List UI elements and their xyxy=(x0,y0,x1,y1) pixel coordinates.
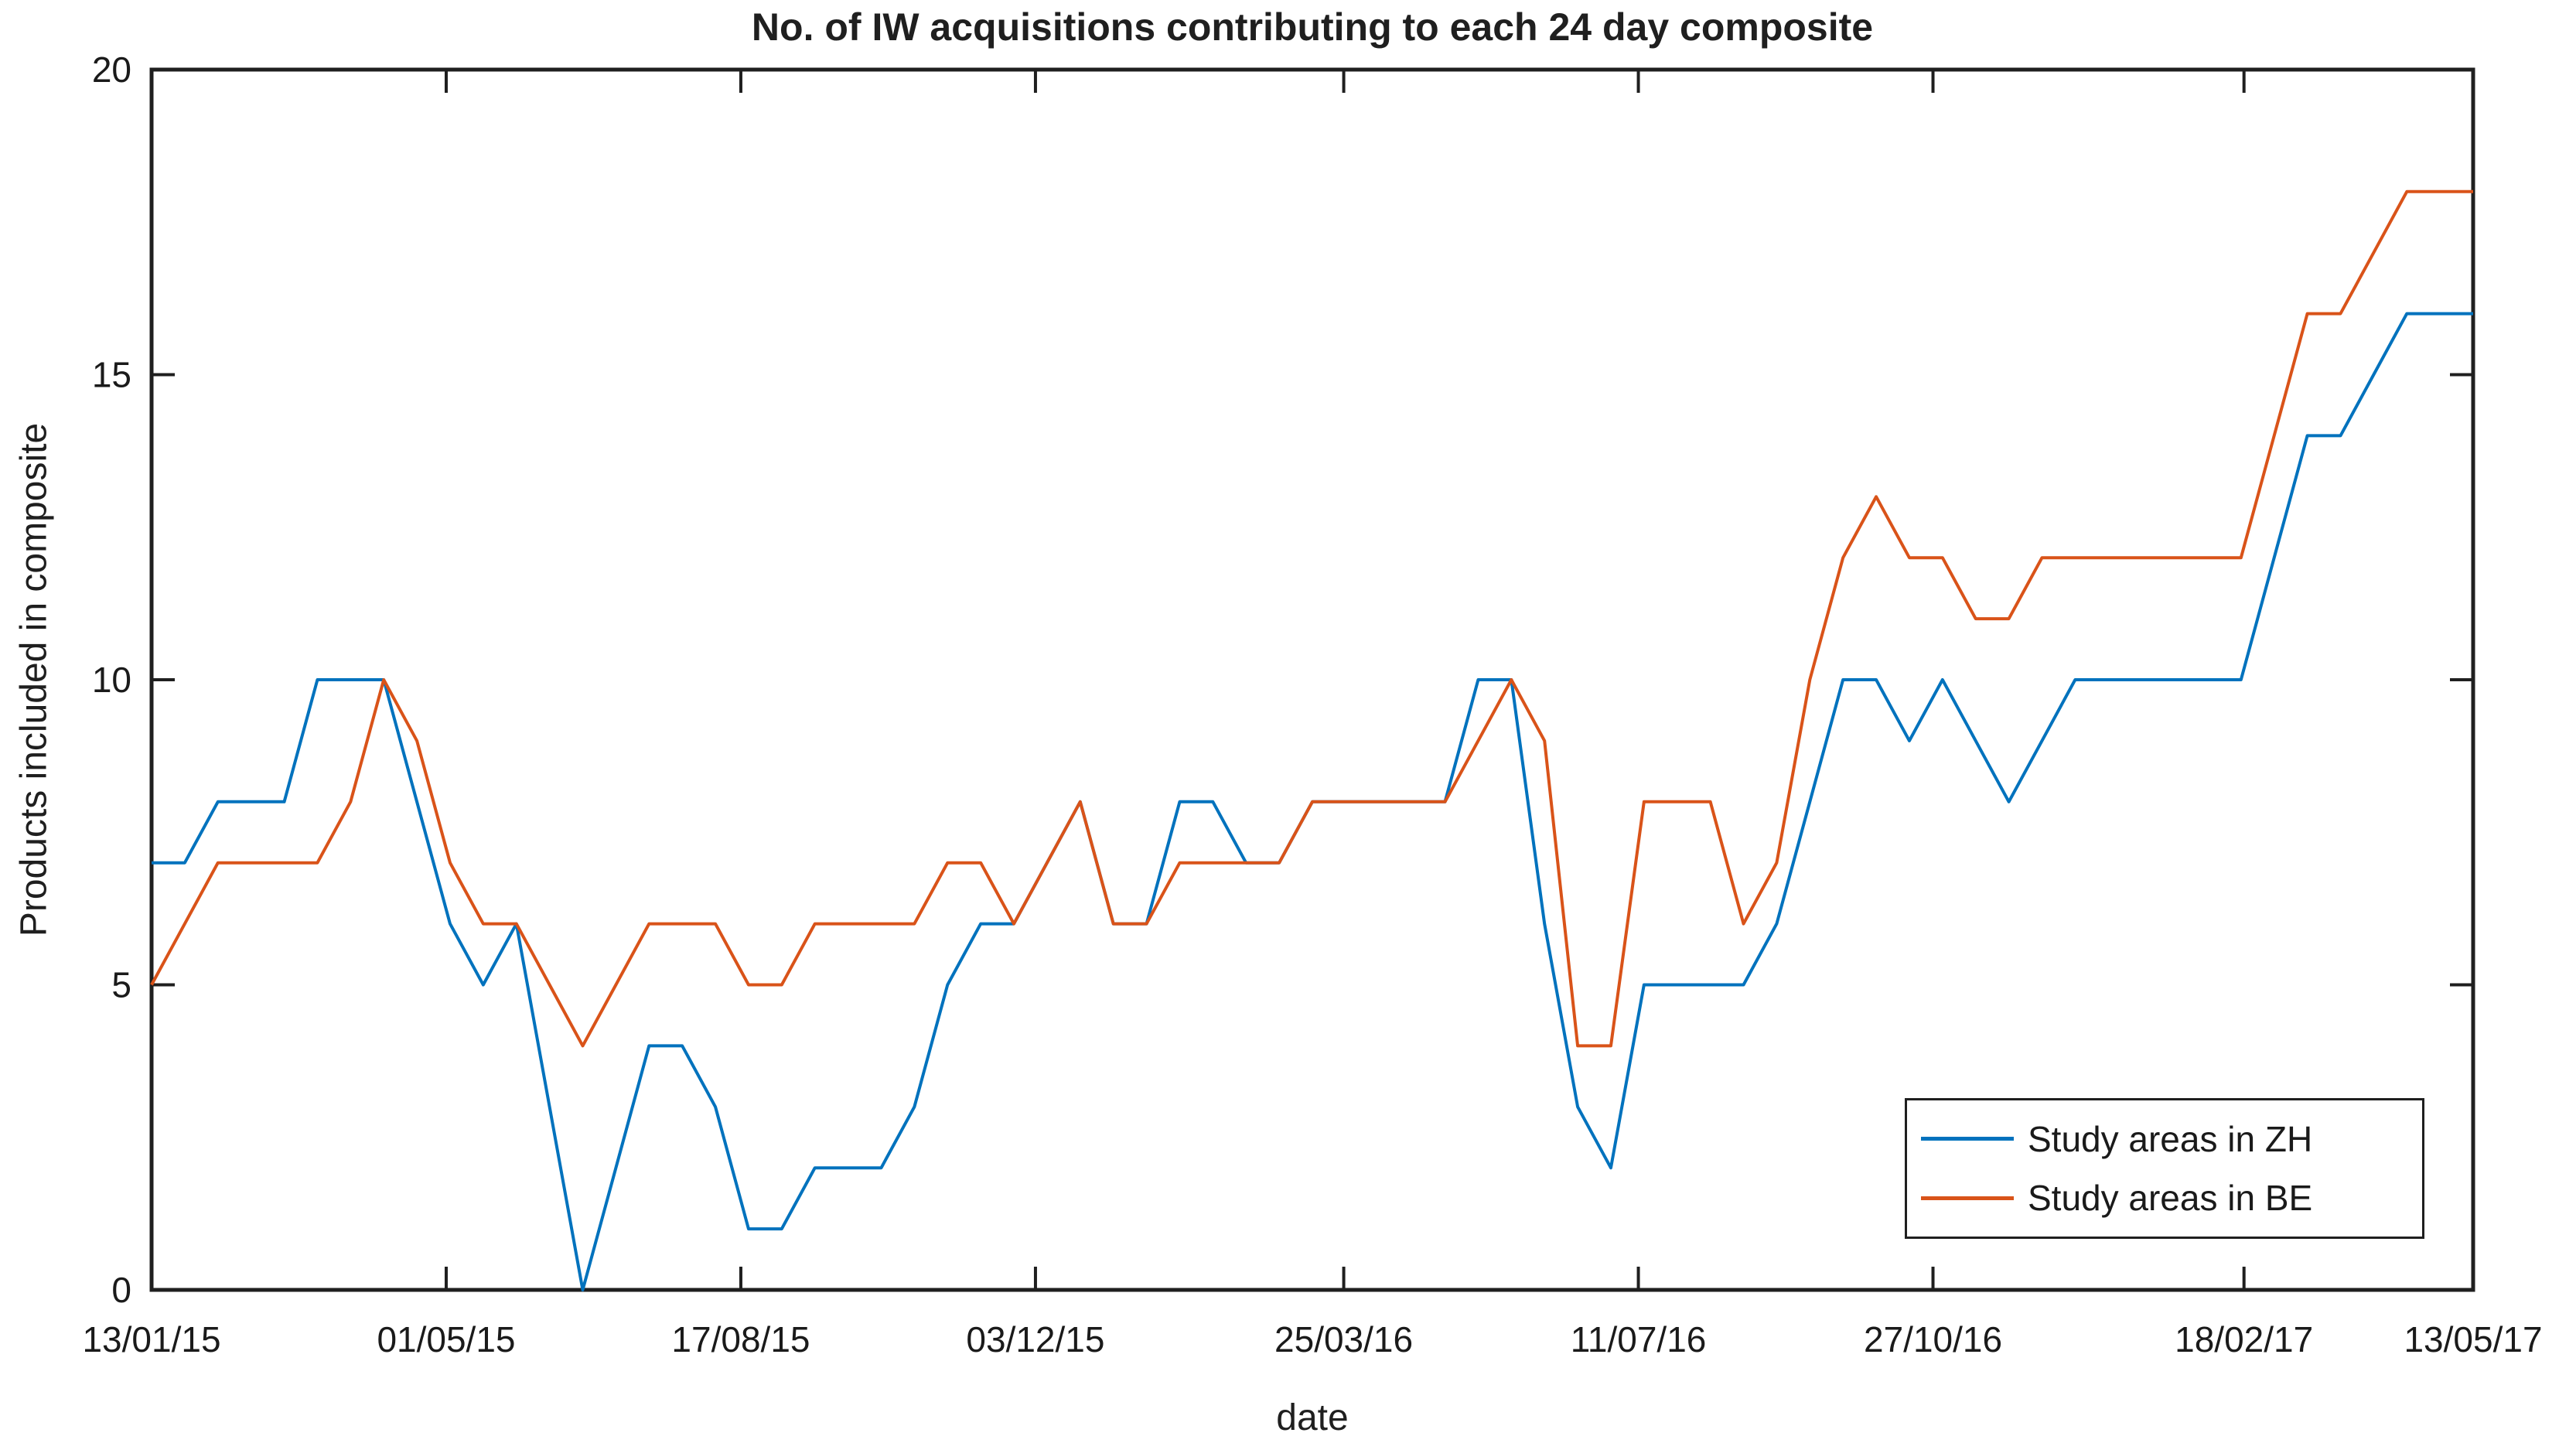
x-tick-label: 01/05/15 xyxy=(377,1319,515,1359)
x-tick-label: 27/10/16 xyxy=(1864,1319,2002,1359)
x-tick-label: 03/12/15 xyxy=(966,1319,1104,1359)
x-tick-label: 25/03/16 xyxy=(1274,1319,1413,1359)
chart-title: No. of IW acquisitions contributing to e… xyxy=(751,5,1874,49)
y-tick-label: 20 xyxy=(92,49,131,90)
x-tick-label: 18/02/17 xyxy=(2175,1319,2313,1359)
axes-box xyxy=(149,67,2475,1292)
x-tick-label: 13/01/15 xyxy=(82,1319,220,1359)
y-tick-label: 15 xyxy=(92,355,131,395)
legend-label-be: Study areas in BE xyxy=(2028,1178,2313,1219)
x-tick-label: 17/08/15 xyxy=(671,1319,810,1359)
series-line-be xyxy=(150,189,2473,1048)
legend-line-zh-icon xyxy=(1921,1137,2014,1141)
y-tick-label: 10 xyxy=(92,660,131,700)
legend-item-be: Study areas in BE xyxy=(1921,1177,2422,1219)
x-axis-label: date xyxy=(1276,1397,1349,1438)
y-axis-label: Products included in composite xyxy=(13,422,55,937)
x-tick-label: 11/07/16 xyxy=(1571,1319,1707,1359)
legend-label-zh: Study areas in ZH xyxy=(2028,1118,2313,1159)
legend: Study areas in ZH Study areas in BE xyxy=(1905,1098,2424,1239)
legend-line-be-icon xyxy=(1921,1196,2014,1200)
y-tick-label: 5 xyxy=(111,965,131,1005)
x-tick-label: 13/05/17 xyxy=(2404,1319,2542,1359)
y-tick-label: 0 xyxy=(111,1270,131,1310)
legend-item-zh: Study areas in ZH xyxy=(1921,1118,2422,1160)
